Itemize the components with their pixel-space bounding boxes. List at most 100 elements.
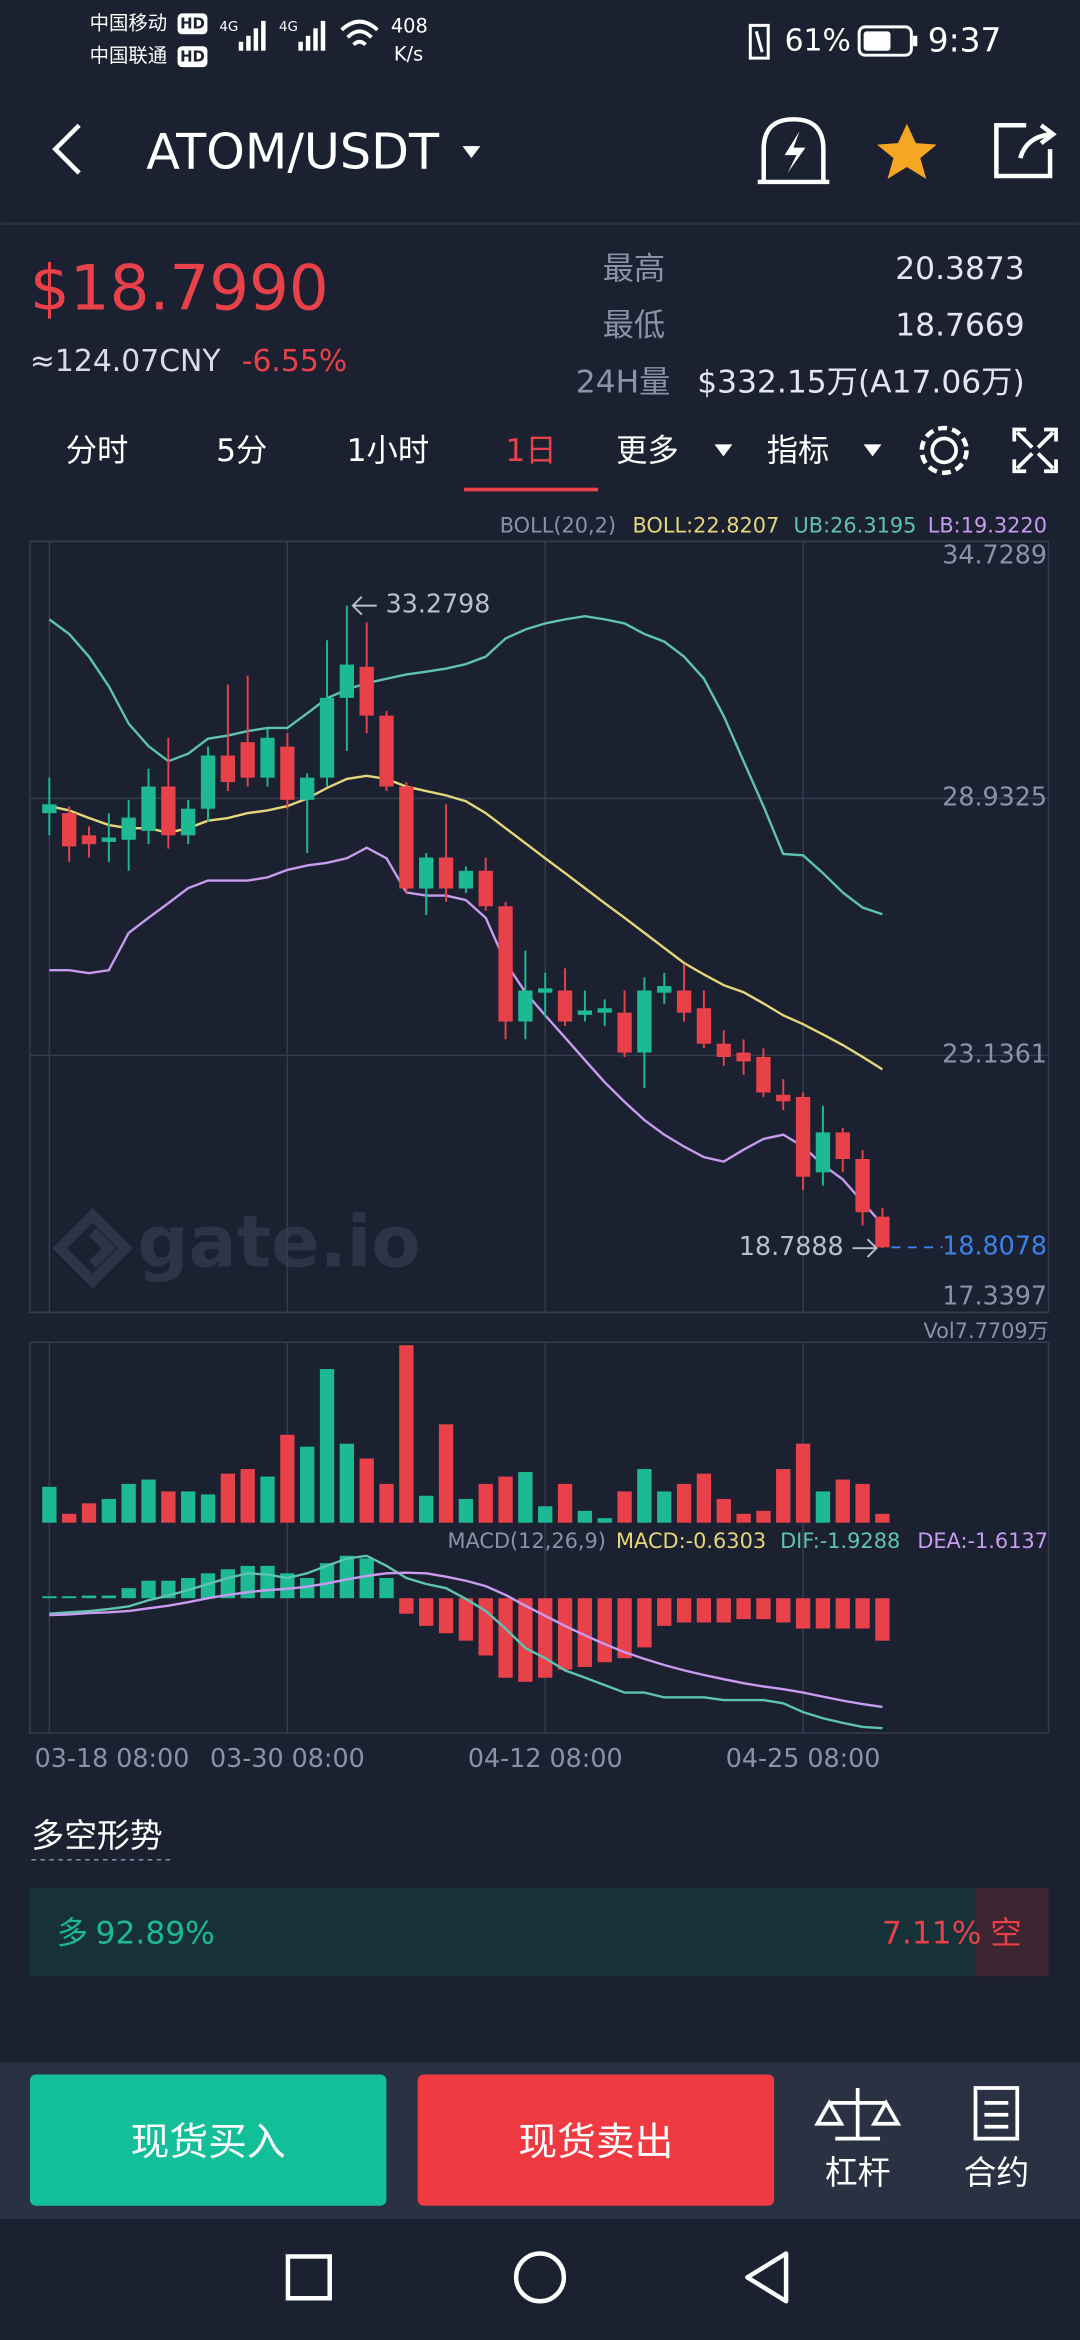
macd-bar: [617, 1598, 632, 1659]
macd-bar: [181, 1578, 196, 1599]
long-share: [29, 1888, 977, 1977]
sell-button[interactable]: [417, 2074, 775, 2206]
volume-bar: [716, 1498, 731, 1523]
alert-button[interactable]: [757, 117, 830, 185]
candle-body: [260, 737, 275, 778]
macd-bar: [121, 1588, 136, 1599]
volume-bar: [280, 1434, 295, 1523]
candle-body: [161, 786, 176, 836]
boll-lower-legend: LB:19.3220: [928, 513, 1047, 537]
macd-bar: [438, 1598, 454, 1634]
macd-bar: [795, 1598, 811, 1629]
tab-bar: 分时 5分 1小时 1日 更多 指标: [66, 425, 1058, 492]
macd-bar: [696, 1598, 712, 1623]
x-tick-label: 03-18 08:00: [35, 1743, 190, 1773]
settings-icon: [919, 425, 969, 476]
contract-button[interactable]: 合约: [964, 2086, 1030, 2192]
candle-body: [141, 786, 156, 831]
volume-bar: [478, 1483, 493, 1523]
volume-bar: [617, 1491, 632, 1523]
volume-bar: [696, 1473, 712, 1523]
macd-bar: [657, 1598, 672, 1626]
y-tick-label: 34.7289: [942, 539, 1047, 569]
high-value: 20.3873: [895, 251, 1024, 287]
candle-body: [339, 664, 355, 698]
cny-price: ≈124.07CNY: [30, 344, 221, 379]
macd-bar: [577, 1598, 593, 1667]
candle-body: [478, 870, 493, 907]
volume-bar: [756, 1510, 771, 1523]
macd-bar: [399, 1598, 414, 1614]
indicator-dropdown[interactable]: [863, 444, 882, 457]
y-tick-label: 23.1361: [942, 1038, 1047, 1068]
settings-button[interactable]: [919, 425, 969, 476]
candle-body: [676, 990, 692, 1013]
macd-bar: [835, 1598, 850, 1629]
candle-body: [220, 755, 236, 783]
back[interactable]: [745, 2251, 789, 2304]
volume-bar: [875, 1513, 890, 1523]
macd-name: MACD(12,26,9): [448, 1529, 606, 1553]
candle-body: [438, 857, 454, 889]
volume-legend: Vol7.7709万: [924, 1319, 1049, 1343]
favorite-button[interactable]: [877, 123, 937, 179]
macd-bar: [280, 1573, 295, 1599]
home[interactable]: [513, 2251, 567, 2304]
leverage-button[interactable]: 杠杆: [814, 2087, 902, 2192]
back-button[interactable]: [52, 123, 81, 175]
short-label: 空: [990, 1915, 1021, 1951]
macd-bar: [538, 1598, 553, 1678]
low-marker-arrow: [852, 1238, 878, 1258]
recent-apps[interactable]: [285, 2254, 332, 2301]
candle-body: [696, 1008, 712, 1044]
volume-bar: [438, 1424, 454, 1523]
candle-body: [835, 1132, 850, 1159]
candle-body: [617, 1012, 632, 1053]
volume-bar: [62, 1513, 77, 1523]
boll-upper-line: [48, 615, 883, 916]
more-dropdown[interactable]: [714, 444, 733, 457]
boll-mid-legend: BOLL:22.8207: [632, 513, 779, 537]
volume-bar: [458, 1498, 474, 1523]
volume-bar: [379, 1483, 394, 1523]
short-value: 7.11%: [882, 1915, 981, 1951]
tab[interactable]: 分时: [66, 433, 129, 469]
macd-bar: [339, 1555, 355, 1599]
tab[interactable]: 更多: [616, 433, 679, 469]
volume-bar: [240, 1469, 255, 1523]
pair-dropdown[interactable]: [462, 146, 481, 159]
leverage-icon: [814, 2087, 902, 2141]
header: ATOM/USDT: [52, 117, 1057, 185]
macd-bar: [319, 1563, 335, 1599]
dea-line: [49, 1571, 883, 1709]
macd-bar: [855, 1598, 870, 1629]
candle-body: [716, 1043, 731, 1058]
volume-bar: [637, 1469, 652, 1523]
fullscreen-button[interactable]: [1012, 427, 1058, 474]
buy-button[interactable]: [29, 2074, 387, 2206]
buy-text: 现货买入: [131, 2120, 286, 2165]
candle-body: [101, 837, 116, 842]
leverage-text: 杠杆: [825, 2154, 891, 2192]
candle-body: [458, 870, 474, 889]
share-button[interactable]: [994, 123, 1057, 179]
ticker: $18.7990 ≈124.07CNY -6.55% 最高 20.3873 最低…: [30, 251, 1025, 400]
tab-indicator: [463, 487, 599, 492]
macd-bar: [597, 1598, 612, 1663]
tab[interactable]: 1日: [505, 433, 556, 469]
volume-bar: [597, 1518, 612, 1523]
battery-level: [863, 31, 891, 51]
tab[interactable]: 指标: [767, 433, 830, 469]
candle-body: [62, 813, 77, 847]
dea-legend: DEA:-1.6137: [917, 1529, 1048, 1553]
hd-text: HD: [180, 47, 205, 65]
chart: 34.7289 28.9325 23.1361 17.3397 03-18 08:00 0…: [29, 539, 1050, 1773]
pair-title[interactable]: ATOM/USDT: [146, 123, 440, 181]
macd-bar: [379, 1578, 394, 1599]
hd-badge: [177, 13, 208, 35]
tab[interactable]: 5分: [216, 433, 267, 469]
candle-body: [795, 1096, 811, 1177]
volume-bar: [577, 1510, 593, 1523]
tab[interactable]: 1小时: [347, 433, 430, 469]
